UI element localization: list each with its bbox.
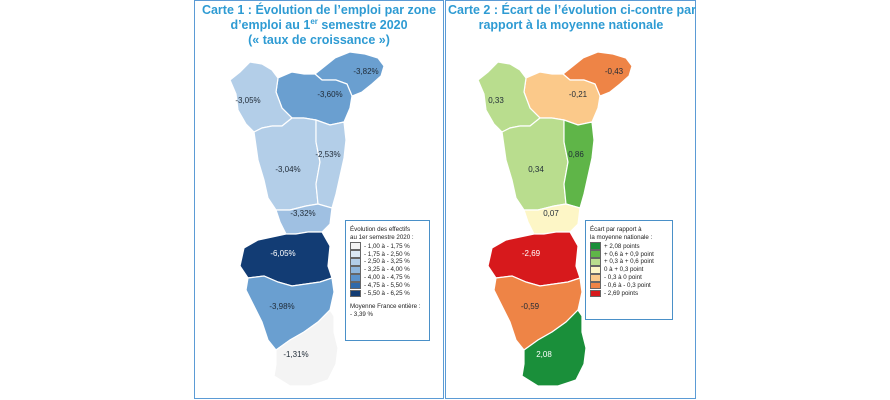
- map-left-zone-label-saint-louis: -1,31%: [283, 350, 308, 359]
- map-left-title-line2-a: d’emploi au 1: [230, 18, 311, 32]
- map-right-title-line2: rapport à la moyenne nationale: [478, 18, 664, 32]
- legend-swatch: [590, 274, 601, 282]
- map-left-legend-title-line2: au 1er semestre 2020 :: [350, 234, 414, 241]
- legend-item-label: - 1,00 à - 1,75 %: [364, 242, 410, 250]
- map-right-legend-item: - 0,6 à - 0,3 point: [590, 281, 668, 290]
- legend-swatch: [590, 281, 601, 290]
- map-left-legend-item: - 2,50 à - 3,25 %: [350, 258, 425, 266]
- map-right-panel: [445, 0, 696, 399]
- legend-item-label: - 1,75 à - 2,50 %: [364, 250, 410, 258]
- map-right-zone-label-thann: -2,69: [522, 249, 541, 258]
- map-right-legend-title-line1: Écart par rapport à: [590, 226, 642, 233]
- legend-item-label: - 2,69 points: [604, 290, 639, 298]
- legend-item-label: - 2,50 à - 3,25 %: [364, 258, 410, 266]
- legend-item-label: 0 à + 0,3 point: [604, 266, 644, 274]
- map-left-title-line2-b: semestre 2020: [317, 18, 408, 32]
- map-right-zone-selestat: [563, 119, 595, 209]
- map-left-legend-items: - 1,00 à - 1,75 % - 1,75 à - 2,50 % - 2,50…: [350, 242, 425, 298]
- map-right-zone-label-strasbourg: -0,21: [569, 90, 588, 99]
- legend-swatch: [590, 258, 601, 266]
- map-left-title-line2: d’emploi au 1er semestre 2020: [196, 16, 442, 33]
- map-left-legend-note-line2: - 3,39 %: [350, 311, 374, 319]
- map-right-zone-saint-louis: [521, 309, 587, 387]
- map-left-legend: Évolution des effectifs au 1er semestre …: [345, 220, 430, 341]
- map-left-legend-note-line1: Moyenne France entière :: [350, 303, 421, 311]
- legend-swatch: [350, 281, 361, 290]
- map-right: -0,43 -0,21 0,33 0,34 0,86 0,07 -2,69 -0,59 2,08: [477, 51, 633, 387]
- map-left-title-line3: (« taux de croissance »): [248, 33, 390, 47]
- map-left-zone-selestat: [315, 119, 347, 209]
- map-left-legend-item: - 4,75 à - 5,50 %: [350, 281, 425, 290]
- map-right-legend-item: + 0,6 à + 0,9 point: [590, 250, 668, 258]
- legend-item-label: - 0,6 à - 0,3 point: [604, 282, 651, 290]
- map-right-legend-item: - 2,69 points: [590, 289, 668, 298]
- map-left-zone-label-strasbourg: -3,60%: [317, 90, 342, 99]
- map-right-zone-label-molsheim: 0,34: [528, 165, 544, 174]
- map-left-title-line2-sup: er: [310, 16, 318, 26]
- map-left-zone-label-molsheim: -3,04%: [275, 165, 300, 174]
- legend-swatch: [590, 266, 601, 274]
- legend-swatch: [350, 242, 361, 250]
- map-right-zone-label-haguenau: -0,43: [605, 67, 624, 76]
- map-right-legend-item: - 0,3 à 0 point: [590, 274, 668, 282]
- map-left-zone-molsheim: [253, 117, 321, 211]
- legend-item-label: + 0,3 à + 0,6 point: [604, 258, 654, 266]
- legend-item-label: + 0,6 à + 0,9 point: [604, 250, 654, 258]
- map-right-legend-item: + 2,08 points: [590, 242, 668, 250]
- legend-swatch: [350, 274, 361, 282]
- map-left-legend-title-line1: Évolution des effectifs: [350, 226, 411, 233]
- legend-swatch: [350, 258, 361, 266]
- legend-item-label: - 4,75 à - 5,50 %: [364, 282, 410, 290]
- legend-item-label: - 5,50 à - 6,25 %: [364, 290, 410, 298]
- map-right-title-line1: Carte 2 : Écart de l’évolution ci-contre…: [448, 3, 696, 17]
- map-right-zone-label-saverne: 0,33: [488, 96, 504, 105]
- legend-item-label: - 3,25 à - 4,00 %: [364, 266, 410, 274]
- map-left-legend-item: - 1,75 à - 2,50 %: [350, 250, 425, 258]
- map-left-title-line1: Carte 1 : Évolution de l’emploi par zone: [201, 3, 437, 17]
- map-right-zone-label-saint-louis: 2,08: [536, 350, 552, 359]
- legend-swatch: [350, 250, 361, 258]
- map-left-legend-item: - 4,00 à - 4,75 %: [350, 274, 425, 282]
- map-left-zone-label-haguenau: -3,82%: [353, 67, 378, 76]
- legend-swatch: [590, 242, 601, 250]
- map-left-zone-label-colmar: -3,32%: [290, 209, 315, 218]
- legend-item-label: - 0,3 à 0 point: [604, 274, 642, 282]
- map-right-legend: Écart par rapport à la moyenne nationale…: [585, 220, 673, 320]
- legend-item-label: + 2,08 points: [604, 242, 640, 250]
- map-left-legend-item: - 3,25 à - 4,00 %: [350, 266, 425, 274]
- map-left-panel: [194, 0, 444, 399]
- legend-swatch: [350, 289, 361, 298]
- legend-swatch: [590, 250, 601, 258]
- map-left-zone-label-selestat: -2,53%: [315, 150, 340, 159]
- map-left-legend-item: - 5,50 à - 6,25 %: [350, 289, 425, 298]
- map-left-zone-label-thann: -6,05%: [270, 249, 295, 258]
- map-left-zone-label-saverne: -3,05%: [235, 96, 260, 105]
- map-right-legend-items: + 2,08 points + 0,6 à + 0,9 point + 0,3 à …: [590, 242, 668, 298]
- legend-swatch: [590, 289, 601, 298]
- map-right-legend-title-line2: la moyenne nationale :: [590, 234, 653, 241]
- map-left-title: Carte 1 : Évolution de l’emploi par zone…: [196, 3, 442, 48]
- map-right-zone-label-colmar: 0,07: [543, 209, 559, 218]
- map-left-zone-colmar: [275, 203, 333, 235]
- legend-item-label: - 4,00 à - 4,75 %: [364, 274, 410, 282]
- legend-swatch: [350, 266, 361, 274]
- map-right-zone-colmar: [523, 203, 581, 235]
- map-right-zone-label-selestat: 0,86: [568, 150, 584, 159]
- map-left-legend-item: - 1,00 à - 1,75 %: [350, 242, 425, 250]
- map-right-title: Carte 2 : Écart de l’évolution ci-contre…: [448, 3, 696, 33]
- map-right-zone-molsheim: [501, 117, 569, 211]
- map-right-zone-label-mulhouse: -0,59: [521, 302, 540, 311]
- map-right-legend-item: + 0,3 à + 0,6 point: [590, 258, 668, 266]
- map-left-zone-saint-louis: [273, 309, 339, 387]
- map-left-zone-label-mulhouse: -3,98%: [269, 302, 294, 311]
- map-left: -3,82% -3,60% -3,05% -3,04% -2,53% -3,32% -6,0…: [229, 51, 385, 387]
- map-right-legend-item: 0 à + 0,3 point: [590, 266, 668, 274]
